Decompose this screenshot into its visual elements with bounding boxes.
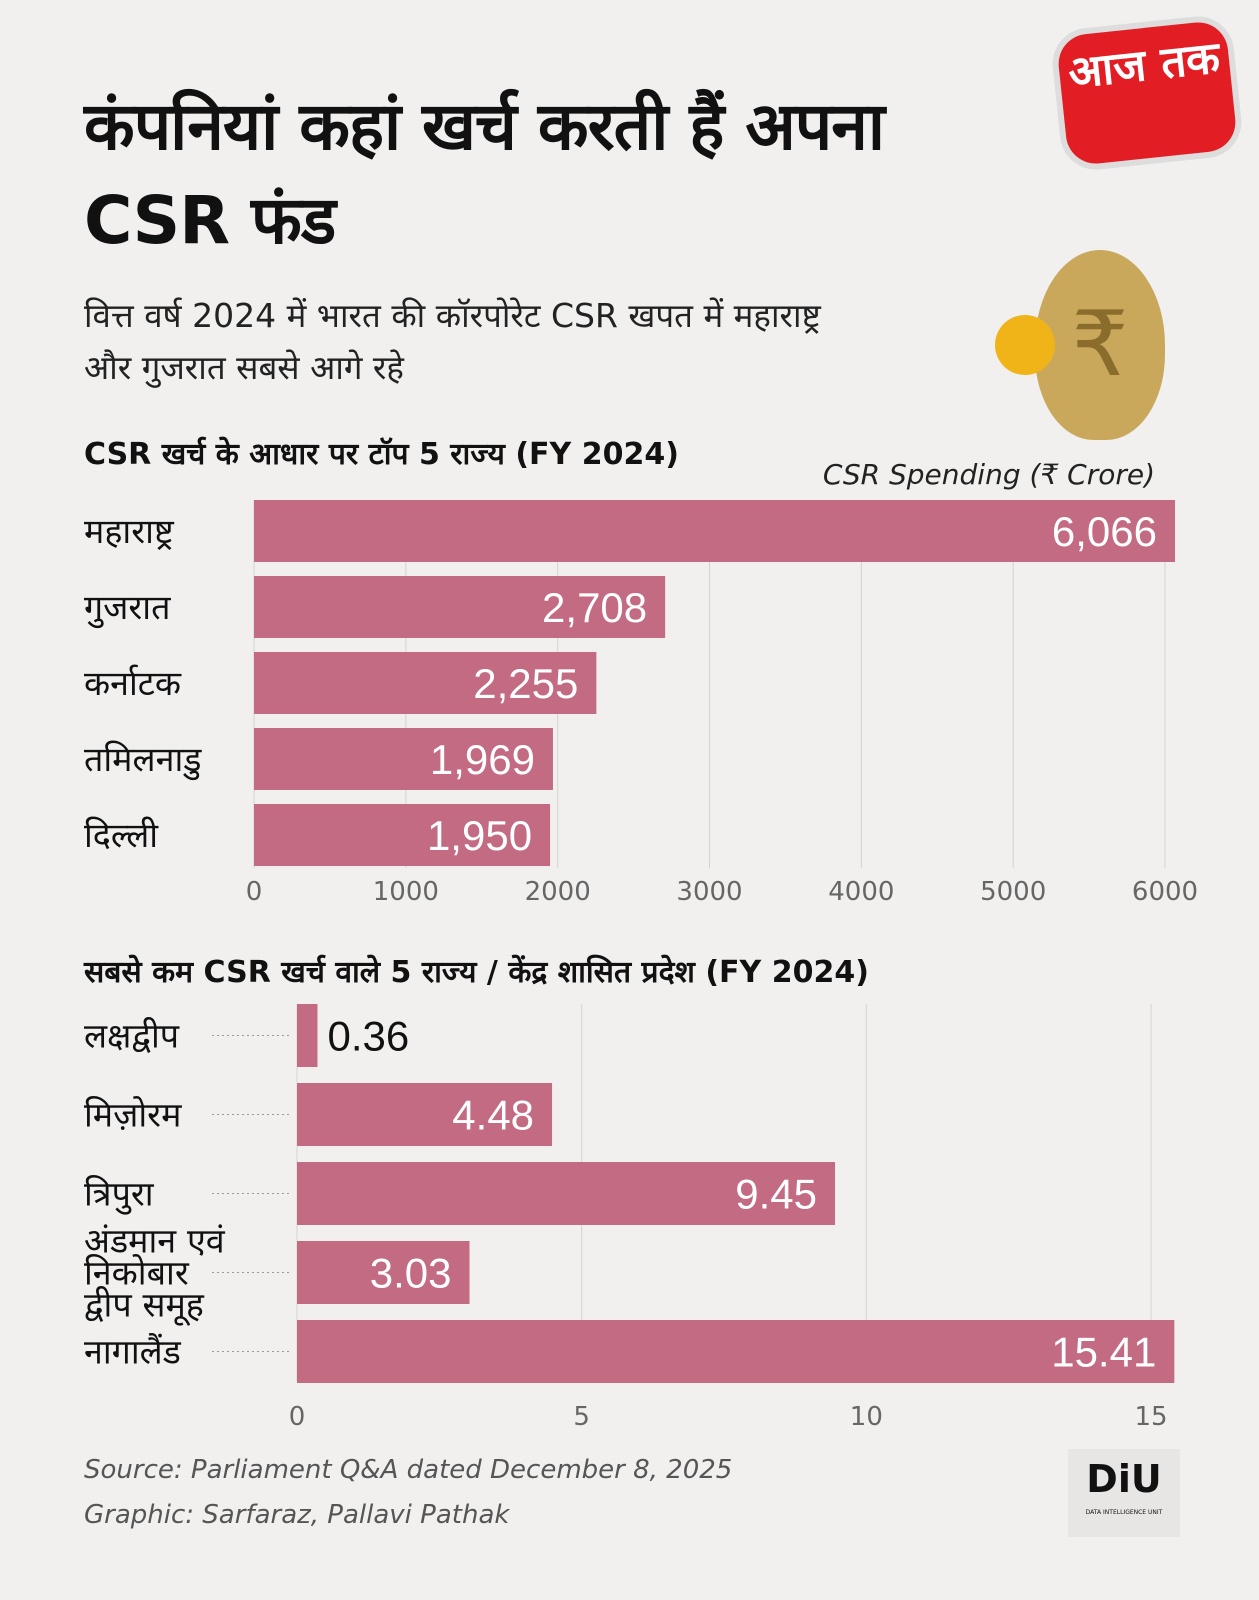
data-label: 3.03 [370,1250,452,1297]
category-label: निकोबार [84,1254,190,1294]
data-label: 4.48 [452,1092,534,1139]
x-tick-label: 6000 [1132,877,1198,907]
x-tick-label: 3000 [676,877,742,907]
category-label: तमिलनाडु [84,740,202,781]
graphic-credit: Graphic: Sarfaraz, Pallavi Pathak [84,1500,510,1530]
x-tick-label: 5 [573,1402,590,1432]
subtitle: वित्त वर्ष 2024 में भारत की कॉरपोरेट CSR… [84,296,821,387]
money-bag-icon: ₹ [1035,250,1165,440]
coin-icon [995,315,1055,375]
data-label: 2,708 [542,584,647,631]
bar [297,1241,470,1304]
x-tick-label: 5000 [980,877,1046,907]
diu-logo: DiU DATA INTELLIGENCE UNIT [1068,1449,1180,1537]
data-label: 1,969 [430,736,535,783]
chart2-title: सबसे कम CSR खर्च वाले 5 राज्य / केंद्र श… [84,955,869,990]
bar [297,1004,318,1067]
x-tick-label: 0 [246,877,263,907]
bar [297,1083,553,1146]
category-label: लक्षद्वीप [84,1017,180,1057]
bar [297,1162,836,1225]
diu-logo-text: DiU [1086,1457,1162,1501]
category-label: मिज़ोरम [84,1096,182,1136]
data-label: 0.36 [327,1013,409,1060]
data-label: 1,950 [427,812,532,859]
x-tick-label: 15 [1134,1402,1167,1432]
category-label: महाराष्ट्र [84,512,175,552]
category-label: अंडमान एवं [84,1222,226,1262]
x-tick-label: 1000 [373,877,439,907]
data-label: 15.41 [1051,1329,1156,1376]
bar [254,576,666,638]
category-label: नागालैंड [84,1333,182,1373]
chart1-title: CSR खर्च के आधार पर टॉप 5 राज्य (FY 2024… [84,437,679,472]
x-tick-label: 10 [850,1402,883,1432]
bar [297,1320,1175,1383]
page-title: कंपनियां कहां खर्च करती हैं अपना CSR फंड [84,88,885,259]
source-note: Source: Parliament Q&A dated December 8,… [84,1455,733,1485]
category-label: कर्नाटक [84,664,182,704]
category-label: द्वीप समूह [84,1286,205,1327]
diu-logo-sub: DATA INTELLIGENCE UNIT [1085,1509,1163,1516]
bar [254,728,553,790]
x-tick-label: 0 [289,1402,306,1432]
chart1-unit-label: CSR Spending (₹ Crore) [822,458,1155,491]
bar [254,804,551,866]
bar [254,652,597,714]
category-label: दिल्ली [84,816,159,856]
data-label: 6,066 [1052,508,1157,555]
x-tick-label: 4000 [828,877,894,907]
category-label: त्रिपुरा [84,1175,155,1216]
data-label: 9.45 [735,1171,817,1218]
bar [254,500,1176,562]
category-label: गुजरात [84,588,171,629]
data-label: 2,255 [473,660,578,707]
x-tick-label: 2000 [525,877,591,907]
